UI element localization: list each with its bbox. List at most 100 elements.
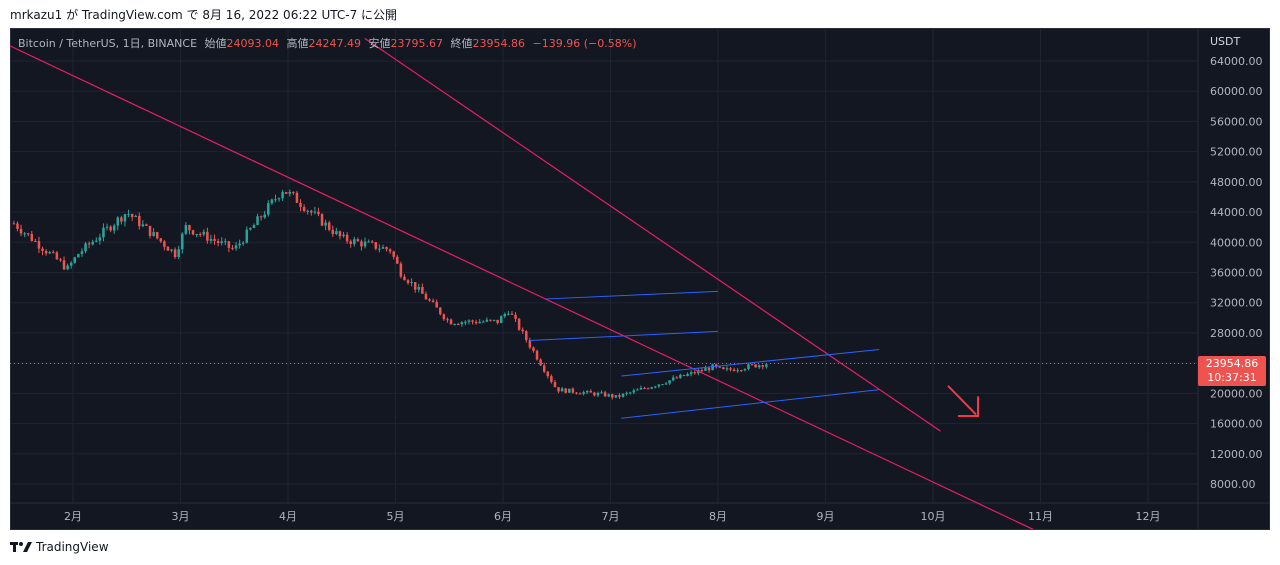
candle-body [471,320,474,322]
open-label: 始値 [204,37,227,50]
candle-body [163,241,166,247]
low-label: 安値 [368,37,391,50]
candle-body [145,224,148,226]
candle-body [220,241,223,244]
candle-body [313,211,317,213]
candle-body [44,250,48,254]
candle-body [657,384,661,387]
candle-body [664,383,668,385]
month-tick-label: 8月 [709,510,727,523]
candle-body [578,393,582,395]
candle-body [671,377,675,381]
candle-body [170,249,173,251]
candle-body [102,227,105,238]
candle-body [130,214,134,217]
month-tick-label: 7月 [602,510,620,523]
down-arrow-icon [947,385,977,416]
month-tick-label: 10月 [921,510,946,523]
candle-body [439,307,442,315]
candle-body [621,393,625,397]
candle-body [206,231,209,241]
candle-body [593,392,596,396]
candle-body [195,234,198,236]
candle-body [116,217,120,226]
candle-body [507,313,510,315]
price-tick-label: 32000.00 [1210,297,1263,310]
candle-body [52,252,55,254]
candle-body [639,387,643,390]
candle-body [213,238,216,241]
footer-brand[interactable]: TradingView [10,540,109,554]
candle-body [91,241,94,245]
candle-body [345,234,349,242]
candle-body [173,249,177,258]
candle-body [421,286,424,294]
candle-body [532,347,535,351]
candle-body [256,216,259,225]
price-tick-label: 28000.00 [1210,327,1263,340]
candle-body [302,206,306,211]
candle-body [245,229,249,243]
candle-body [460,322,464,325]
month-tick-label: 4月 [279,510,297,523]
candle-body [489,319,492,321]
candle-body [560,388,564,392]
price-chart[interactable]: 64000.00 60000.00 56000.00 52000.00 48000.00… [10,28,1270,530]
candle-body [406,280,410,284]
candle-body [675,377,679,379]
candle-body [585,390,589,393]
candle-body [98,237,102,241]
candle-body [105,226,109,228]
candle-body [535,350,539,360]
candle-body [603,392,607,397]
candle-body [765,364,768,367]
candle-body [270,199,274,204]
candle-body [55,252,59,260]
candle-body [378,248,381,250]
candle-body [69,262,73,266]
candle-body [632,390,636,393]
candle-body [327,222,331,230]
candle-body [141,224,145,227]
candle-body [668,380,671,384]
candle-body [363,241,367,247]
candle-body [284,192,288,194]
candle-body [747,364,750,370]
candle-body [12,223,16,225]
candle-body [181,233,184,250]
candle-body [618,395,621,397]
candle-body [582,392,585,394]
candle-body [661,384,664,386]
candle-body [636,389,639,391]
channel-upper-2 [621,349,880,377]
candle-body [464,321,467,323]
candle-body [417,286,421,290]
candle-body [95,240,98,242]
candle-body [331,229,335,235]
candle-body [428,299,431,301]
candle-body [238,243,241,246]
candle-body [198,234,202,236]
candle-body [367,241,370,243]
candle-body [485,319,489,322]
candle-body [34,240,37,242]
candle-body [84,243,87,252]
candle-body [503,314,507,317]
candle-body [682,374,686,376]
candle-body [388,249,392,252]
candle-body [442,314,446,320]
candle-body [654,386,657,388]
candle-body [646,388,650,390]
publish-caption: mrkazu1 が TradingView.com で 8月 16, 2022 … [10,8,398,22]
candle-body [299,202,302,207]
candle-body [449,319,453,325]
candle-body [281,192,284,199]
candle-body [575,392,578,394]
symbol-label: Bitcoin / TetherUS, 1日, BINANCE [18,37,198,50]
candle-body [757,365,761,368]
down-arrow-head-icon [958,396,979,418]
candle-body [542,365,546,372]
price-tick-label: 40000.00 [1210,236,1263,249]
candle-body [625,392,628,394]
candle-body [374,242,378,249]
